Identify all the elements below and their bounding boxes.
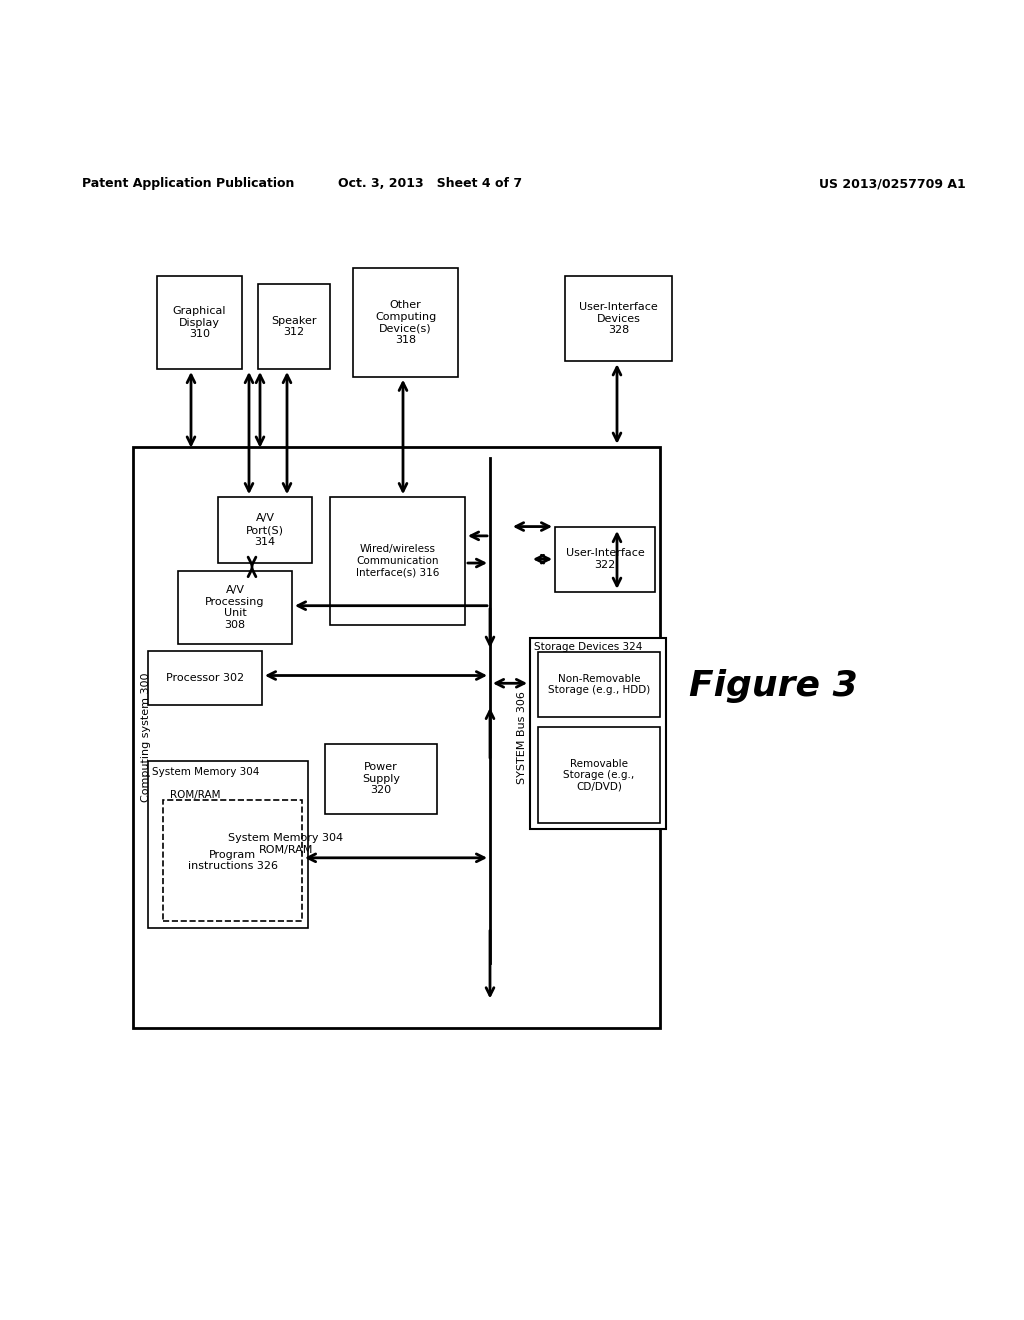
Text: Removable
Storage (e.g.,
CD/DVD): Removable Storage (e.g., CD/DVD) <box>563 759 635 792</box>
Text: Figure 3: Figure 3 <box>689 669 857 702</box>
Bar <box>538 652 660 717</box>
Text: Processor 302: Processor 302 <box>166 673 244 682</box>
Text: System Memory 304: System Memory 304 <box>152 767 259 777</box>
Bar <box>157 276 242 370</box>
Text: SYSTEM Bus 306: SYSTEM Bus 306 <box>517 692 527 784</box>
Text: Storage Devices 324: Storage Devices 324 <box>534 642 642 652</box>
Text: Graphical
Display
310: Graphical Display 310 <box>173 306 226 339</box>
Text: Speaker
312: Speaker 312 <box>271 315 316 337</box>
Bar <box>178 570 292 644</box>
Bar <box>555 527 655 591</box>
Bar <box>163 800 302 921</box>
Bar <box>353 268 458 376</box>
Bar <box>325 743 437 813</box>
Bar <box>530 639 666 829</box>
Text: User-Interface
322: User-Interface 322 <box>565 548 644 570</box>
Text: Patent Application Publication: Patent Application Publication <box>82 177 294 190</box>
Bar <box>133 446 660 1028</box>
Text: ROM/RAM: ROM/RAM <box>170 791 220 800</box>
Bar <box>148 651 262 705</box>
Bar <box>565 276 672 362</box>
Bar <box>330 498 465 626</box>
Text: Computing system 300: Computing system 300 <box>141 673 152 803</box>
Text: Program
instructions 326: Program instructions 326 <box>187 850 278 871</box>
Text: Wired/wireless
Communication
Interface(s) 316: Wired/wireless Communication Interface(s… <box>355 544 439 578</box>
Text: System Memory 304
ROM/RAM: System Memory 304 ROM/RAM <box>228 833 343 855</box>
Bar <box>218 498 312 564</box>
Bar <box>258 284 330 370</box>
Text: US 2013/0257709 A1: US 2013/0257709 A1 <box>819 177 966 190</box>
Text: Other
Computing
Device(s)
318: Other Computing Device(s) 318 <box>375 300 436 345</box>
Bar <box>538 727 660 822</box>
Text: Oct. 3, 2013   Sheet 4 of 7: Oct. 3, 2013 Sheet 4 of 7 <box>338 177 522 190</box>
Text: A/V
Port(S)
314: A/V Port(S) 314 <box>246 513 284 546</box>
Text: User-Interface
Devices
328: User-Interface Devices 328 <box>580 302 657 335</box>
Text: A/V
Processing
Unit
308: A/V Processing Unit 308 <box>205 585 265 630</box>
Text: Power
Supply
320: Power Supply 320 <box>362 762 400 795</box>
Bar <box>148 760 308 928</box>
Text: Non-Removable
Storage (e.g., HDD): Non-Removable Storage (e.g., HDD) <box>548 673 650 696</box>
